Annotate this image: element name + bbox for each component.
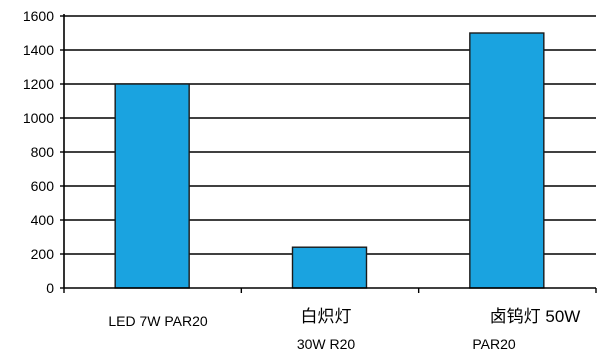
bar-2 bbox=[291, 246, 368, 289]
x-category-label: 卤钨灯 50W bbox=[490, 307, 581, 326]
x-category-labels: LED 7W PAR20 白炽灯 30W R20 卤钨灯 50W PAR20 bbox=[108, 307, 580, 352]
y-tick-label: 1000 bbox=[23, 110, 54, 126]
y-tick-label: 600 bbox=[31, 178, 55, 194]
y-tick-label: 800 bbox=[31, 144, 55, 160]
y-tick-label: 1600 bbox=[23, 8, 54, 24]
x-category-label: LED 7W PAR20 bbox=[108, 313, 208, 329]
y-tick-label: 1200 bbox=[23, 76, 54, 92]
y-tick-labels: 0 200 400 600 800 1000 1200 1400 1600 bbox=[23, 8, 54, 296]
x-category-label: 30W R20 bbox=[297, 336, 356, 352]
bar-1 bbox=[114, 83, 190, 289]
x-category-label: PAR20 bbox=[472, 336, 516, 352]
axes bbox=[63, 14, 597, 293]
y-tick-label: 1400 bbox=[23, 42, 54, 58]
y-tick-label: 200 bbox=[31, 246, 55, 262]
bar-3 bbox=[469, 32, 545, 289]
x-category-label: 白炽灯 bbox=[301, 307, 352, 326]
y-tick-label: 0 bbox=[46, 280, 54, 296]
y-tick-label: 400 bbox=[31, 212, 55, 228]
bars bbox=[114, 32, 545, 289]
